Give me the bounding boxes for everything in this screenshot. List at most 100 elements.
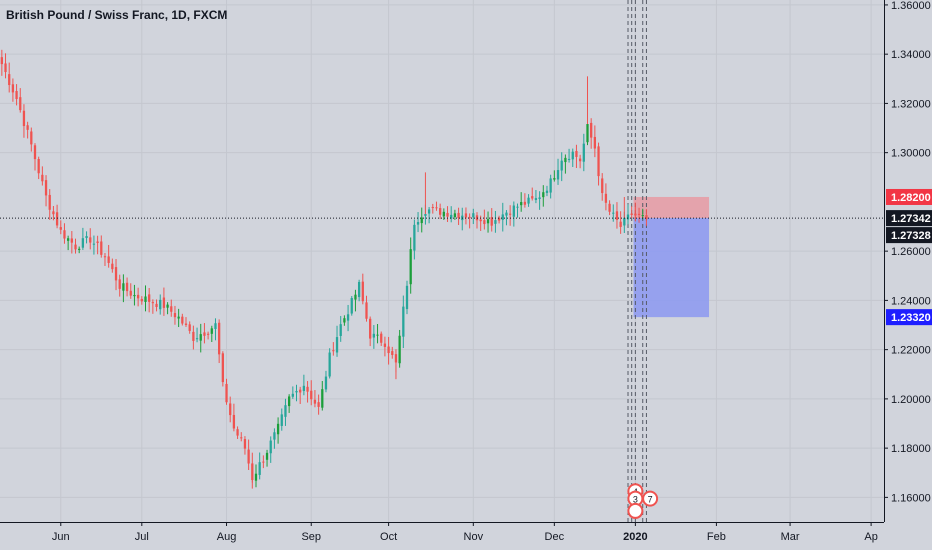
candle-body	[317, 402, 320, 407]
event-marker[interactable]: 7	[642, 490, 659, 507]
candle-body	[96, 241, 99, 243]
candle-body	[218, 322, 221, 355]
candle-body	[74, 244, 77, 250]
candle-body	[173, 313, 177, 318]
time-tick-label: Sep	[301, 531, 321, 543]
candle-body	[637, 213, 641, 215]
price-tag-bg	[886, 188, 932, 205]
candle-body	[442, 211, 445, 217]
candle-body	[475, 215, 479, 221]
candle-body	[111, 263, 114, 270]
candle-body	[446, 212, 449, 217]
candle-body	[66, 238, 70, 241]
candle-body	[601, 178, 604, 194]
event-marker-circle[interactable]	[642, 490, 659, 507]
candle-body	[508, 213, 512, 215]
event-marker-circle[interactable]	[627, 502, 644, 519]
candle-body	[192, 331, 195, 341]
candle-body	[273, 432, 276, 440]
candle-body	[468, 216, 471, 218]
event-marker[interactable]	[627, 502, 644, 519]
candle-body	[608, 203, 611, 212]
price-axis-bg	[884, 0, 932, 550]
time-tick-label: Ap	[864, 531, 877, 543]
candle-body	[335, 337, 339, 353]
candle-body	[254, 473, 258, 481]
candle-body	[431, 207, 434, 209]
candle-body	[512, 205, 515, 217]
candle-body	[346, 314, 350, 321]
time-axis[interactable]: Jun Jul Aug Sep Oct Nov Dec 2020 Feb Mar Ap	[0, 522, 932, 550]
candle-body	[424, 214, 427, 216]
candle-body	[89, 237, 92, 243]
candle-body	[416, 222, 420, 225]
price-tag: 1.28200	[886, 188, 932, 205]
candle-body	[41, 174, 44, 182]
candle-body	[258, 462, 261, 475]
candle-body	[313, 399, 317, 404]
candle-body	[604, 193, 608, 203]
candle-body	[118, 279, 121, 289]
candle-body	[184, 323, 188, 325]
position-zones	[633, 196, 710, 318]
candle-body	[564, 157, 567, 163]
candle-body	[321, 389, 324, 408]
candle-body	[81, 238, 85, 248]
candle-body	[166, 304, 169, 308]
candle-body	[354, 294, 357, 300]
candle-body	[376, 334, 379, 336]
target-zone[interactable]	[633, 196, 710, 219]
candle-body	[324, 376, 328, 390]
candle-body	[232, 414, 236, 429]
candle-body	[593, 136, 597, 149]
candle-body	[549, 178, 552, 193]
candle-body	[332, 350, 335, 352]
candle-body	[33, 145, 37, 160]
candle-body	[457, 212, 460, 219]
price-tick-label: 1.18000	[891, 443, 931, 455]
price-tick-label: 1.20000	[891, 394, 931, 406]
candle-body	[405, 285, 409, 310]
price-tag-label: 1.28200	[891, 192, 931, 204]
candle-body	[380, 333, 383, 343]
candle-body	[199, 334, 202, 341]
candle-body	[44, 180, 48, 196]
candle-body	[103, 256, 107, 258]
candle-body	[295, 390, 298, 393]
candle-body	[203, 332, 206, 336]
candle-body	[11, 84, 15, 93]
candle-body	[645, 215, 648, 220]
candle-body	[420, 217, 423, 224]
event-markers: 437	[627, 483, 659, 519]
candle-body	[240, 437, 243, 439]
candle-body	[538, 197, 541, 200]
candle-body	[556, 170, 560, 180]
candle-body	[597, 146, 600, 177]
candle-body	[262, 461, 265, 463]
candles	[0, 49, 648, 489]
candle-body	[26, 125, 29, 130]
candle-body	[328, 352, 331, 377]
candle-body	[531, 196, 534, 199]
candle-body	[516, 206, 519, 208]
stop-zone[interactable]	[633, 218, 710, 318]
candle-body	[472, 213, 475, 218]
candle-body	[30, 131, 33, 145]
price-tick-label: 1.32000	[891, 98, 931, 110]
candle-body	[612, 212, 615, 214]
chart-title: British Pound / Swiss Franc, 1D, FXCM	[6, 8, 228, 22]
price-tag-bg	[886, 309, 932, 326]
candle-body	[387, 346, 390, 354]
candle-body	[439, 208, 442, 215]
candle-body	[247, 449, 250, 464]
candle-body	[162, 297, 166, 308]
candle-body	[578, 158, 582, 162]
candle-body	[225, 383, 228, 403]
candle-body	[402, 306, 405, 337]
candle-body	[413, 224, 416, 251]
price-axis[interactable]: 1.36000 1.34000 1.32000 1.30000 1.26000 1.240…	[884, 0, 932, 550]
candle-body	[582, 143, 585, 162]
candle-body	[527, 197, 530, 204]
